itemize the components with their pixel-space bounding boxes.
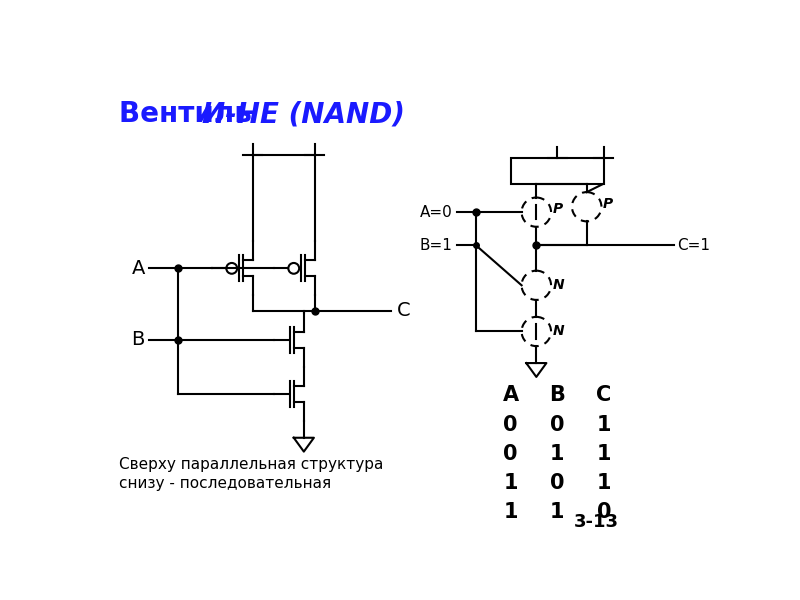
Text: A: A — [131, 259, 145, 278]
Text: 0: 0 — [550, 473, 565, 493]
Text: P: P — [553, 202, 562, 216]
Text: 1: 1 — [503, 473, 518, 493]
Text: C: C — [596, 385, 611, 406]
Text: B: B — [131, 331, 145, 349]
Text: 1: 1 — [597, 415, 611, 434]
Text: 0: 0 — [503, 415, 518, 434]
Text: C: C — [397, 301, 410, 320]
Text: B=1: B=1 — [420, 238, 453, 253]
Text: P: P — [603, 197, 613, 211]
Text: A=0: A=0 — [420, 205, 453, 220]
Text: N: N — [553, 325, 564, 338]
Text: A: A — [502, 385, 519, 406]
Text: 0: 0 — [503, 444, 518, 464]
Text: 1: 1 — [597, 444, 611, 464]
Text: 1: 1 — [597, 473, 611, 493]
Text: снизу - последовательная: снизу - последовательная — [119, 476, 331, 491]
Text: 1: 1 — [503, 502, 518, 523]
Text: Вентиль: Вентиль — [119, 100, 262, 128]
Text: Сверху параллельная структура: Сверху параллельная структура — [119, 457, 384, 472]
Text: 0: 0 — [550, 415, 565, 434]
Text: 0: 0 — [597, 502, 611, 523]
Text: 1: 1 — [550, 444, 565, 464]
Text: B: B — [550, 385, 565, 406]
Text: 1: 1 — [550, 502, 565, 523]
Text: 3-13: 3-13 — [574, 514, 618, 532]
Text: N: N — [553, 278, 564, 292]
Text: И-НЕ (NAND): И-НЕ (NAND) — [202, 100, 405, 128]
Text: C=1: C=1 — [678, 238, 710, 253]
Bar — [510, 158, 604, 184]
